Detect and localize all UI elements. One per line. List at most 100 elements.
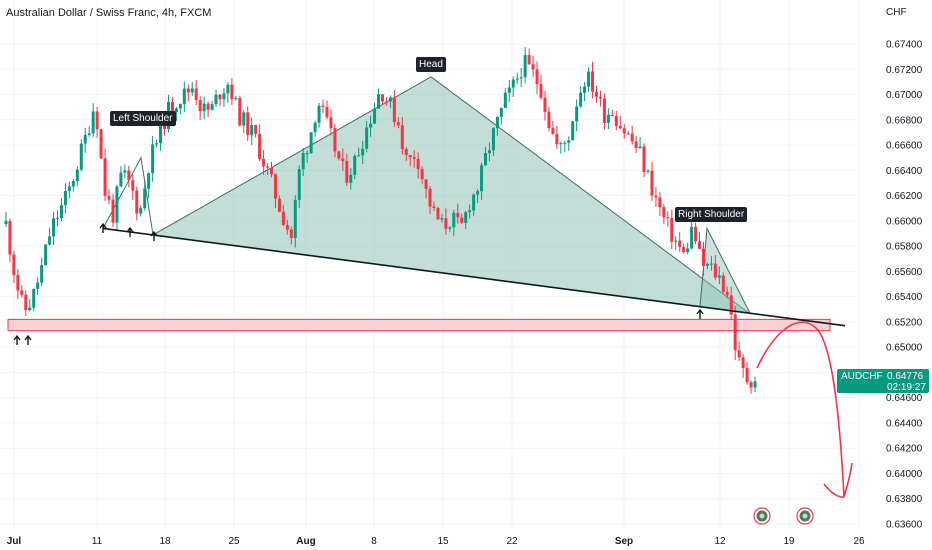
x-tick-label: Sep	[615, 536, 633, 547]
candle-body	[373, 108, 377, 124]
candle-body	[111, 199, 115, 223]
pivot-arrow-icon	[696, 308, 704, 319]
candle-body	[408, 154, 412, 158]
candle-body	[20, 290, 24, 295]
x-tick-label: 19	[783, 536, 795, 547]
y-tick-label: 0.64400	[886, 418, 923, 429]
candle-body	[349, 174, 353, 183]
candle-body	[178, 104, 182, 109]
neckline-line	[102, 227, 846, 327]
candle-body	[91, 111, 95, 134]
candle-body	[741, 357, 745, 369]
y-tick-label: 0.65800	[886, 242, 923, 253]
candle-body	[345, 161, 349, 183]
candle-body	[107, 195, 111, 200]
candle-body	[567, 140, 571, 143]
y-tick-label: 0.65200	[886, 317, 923, 328]
candle-body	[642, 146, 646, 172]
candle-body	[83, 135, 87, 144]
y-tick-label: 0.67200	[886, 65, 923, 76]
candle-body	[238, 98, 242, 126]
candle-body	[618, 125, 622, 129]
right-shoulder-outline	[699, 226, 751, 314]
candle-body	[424, 179, 428, 189]
bar-countdown: 02:19:27	[887, 382, 926, 393]
candle-body	[725, 291, 729, 296]
candle-body	[495, 116, 499, 129]
candle-body	[194, 88, 198, 101]
candle-body	[309, 132, 313, 154]
candle-body	[48, 236, 52, 245]
candle-body	[230, 84, 234, 99]
candle-body	[721, 275, 725, 292]
candle-body	[610, 114, 614, 116]
candle-body	[499, 107, 503, 117]
candle-body	[460, 217, 464, 223]
candle-body	[285, 225, 289, 230]
candle-body	[277, 198, 281, 212]
candle-body	[79, 143, 83, 170]
candle-body	[515, 78, 519, 80]
candle-body	[226, 84, 230, 94]
candle-body	[8, 220, 12, 255]
y-tick-label: 0.67400	[886, 40, 923, 51]
candle-body	[551, 128, 555, 134]
economic-event-icon[interactable]	[796, 507, 814, 525]
candle-body	[519, 77, 523, 79]
candle-body	[440, 218, 444, 220]
x-tick-label: 18	[159, 536, 171, 547]
y-tick-label: 0.65000	[886, 343, 923, 354]
candle-body	[480, 165, 484, 192]
candle-body	[135, 190, 139, 214]
candle-body	[305, 153, 309, 155]
economic-event-icon[interactable]	[753, 507, 771, 525]
candle-body	[733, 314, 737, 351]
candle-body	[456, 212, 460, 218]
pivot-arrow-icon	[24, 334, 32, 345]
candle-body	[87, 133, 91, 136]
candle-body	[749, 382, 753, 388]
candle-body	[147, 173, 151, 189]
candle-body	[12, 254, 16, 276]
candle-body	[388, 97, 392, 102]
candle-body	[190, 88, 194, 93]
candle-body	[56, 218, 60, 220]
candle-body	[174, 108, 178, 113]
candle-body	[543, 97, 547, 112]
candle-body	[535, 69, 539, 85]
candle-body	[289, 229, 293, 238]
candle-body	[511, 79, 515, 88]
candle-body	[468, 210, 472, 213]
y-tick-label: 0.64200	[886, 444, 923, 455]
candle-body	[591, 71, 595, 92]
time-axis: Jul 11 18 25 Aug 8 15 22 Sep 12 19 26	[7, 536, 865, 547]
candle-body	[701, 248, 705, 266]
candle-body	[59, 205, 63, 219]
candle-body	[412, 157, 416, 159]
candle-body	[472, 194, 476, 211]
candle-body	[143, 188, 147, 209]
candle-body	[254, 124, 258, 134]
y-tick-label: 0.64000	[886, 469, 923, 480]
currency-label: CHF	[886, 7, 907, 18]
candle-body	[737, 350, 741, 358]
y-tick-label: 0.63600	[886, 520, 923, 531]
candle-body	[377, 94, 381, 109]
candle-body	[353, 156, 357, 175]
x-tick-label: 15	[437, 536, 449, 547]
candle-body	[357, 155, 361, 157]
candle-body	[234, 98, 238, 100]
candle-body	[563, 142, 567, 144]
candle-body	[420, 169, 424, 180]
candle-body	[694, 226, 698, 242]
candle-body	[650, 170, 654, 196]
candle-body	[262, 159, 266, 167]
candle-body	[170, 102, 174, 113]
candle-body	[151, 144, 155, 174]
y-tick-label: 0.64600	[886, 393, 923, 404]
projection-curve	[756, 321, 853, 498]
candle-body	[464, 212, 468, 223]
chart-title: Australian Dollar / Swiss Franc, 4h, FXC…	[6, 7, 212, 19]
